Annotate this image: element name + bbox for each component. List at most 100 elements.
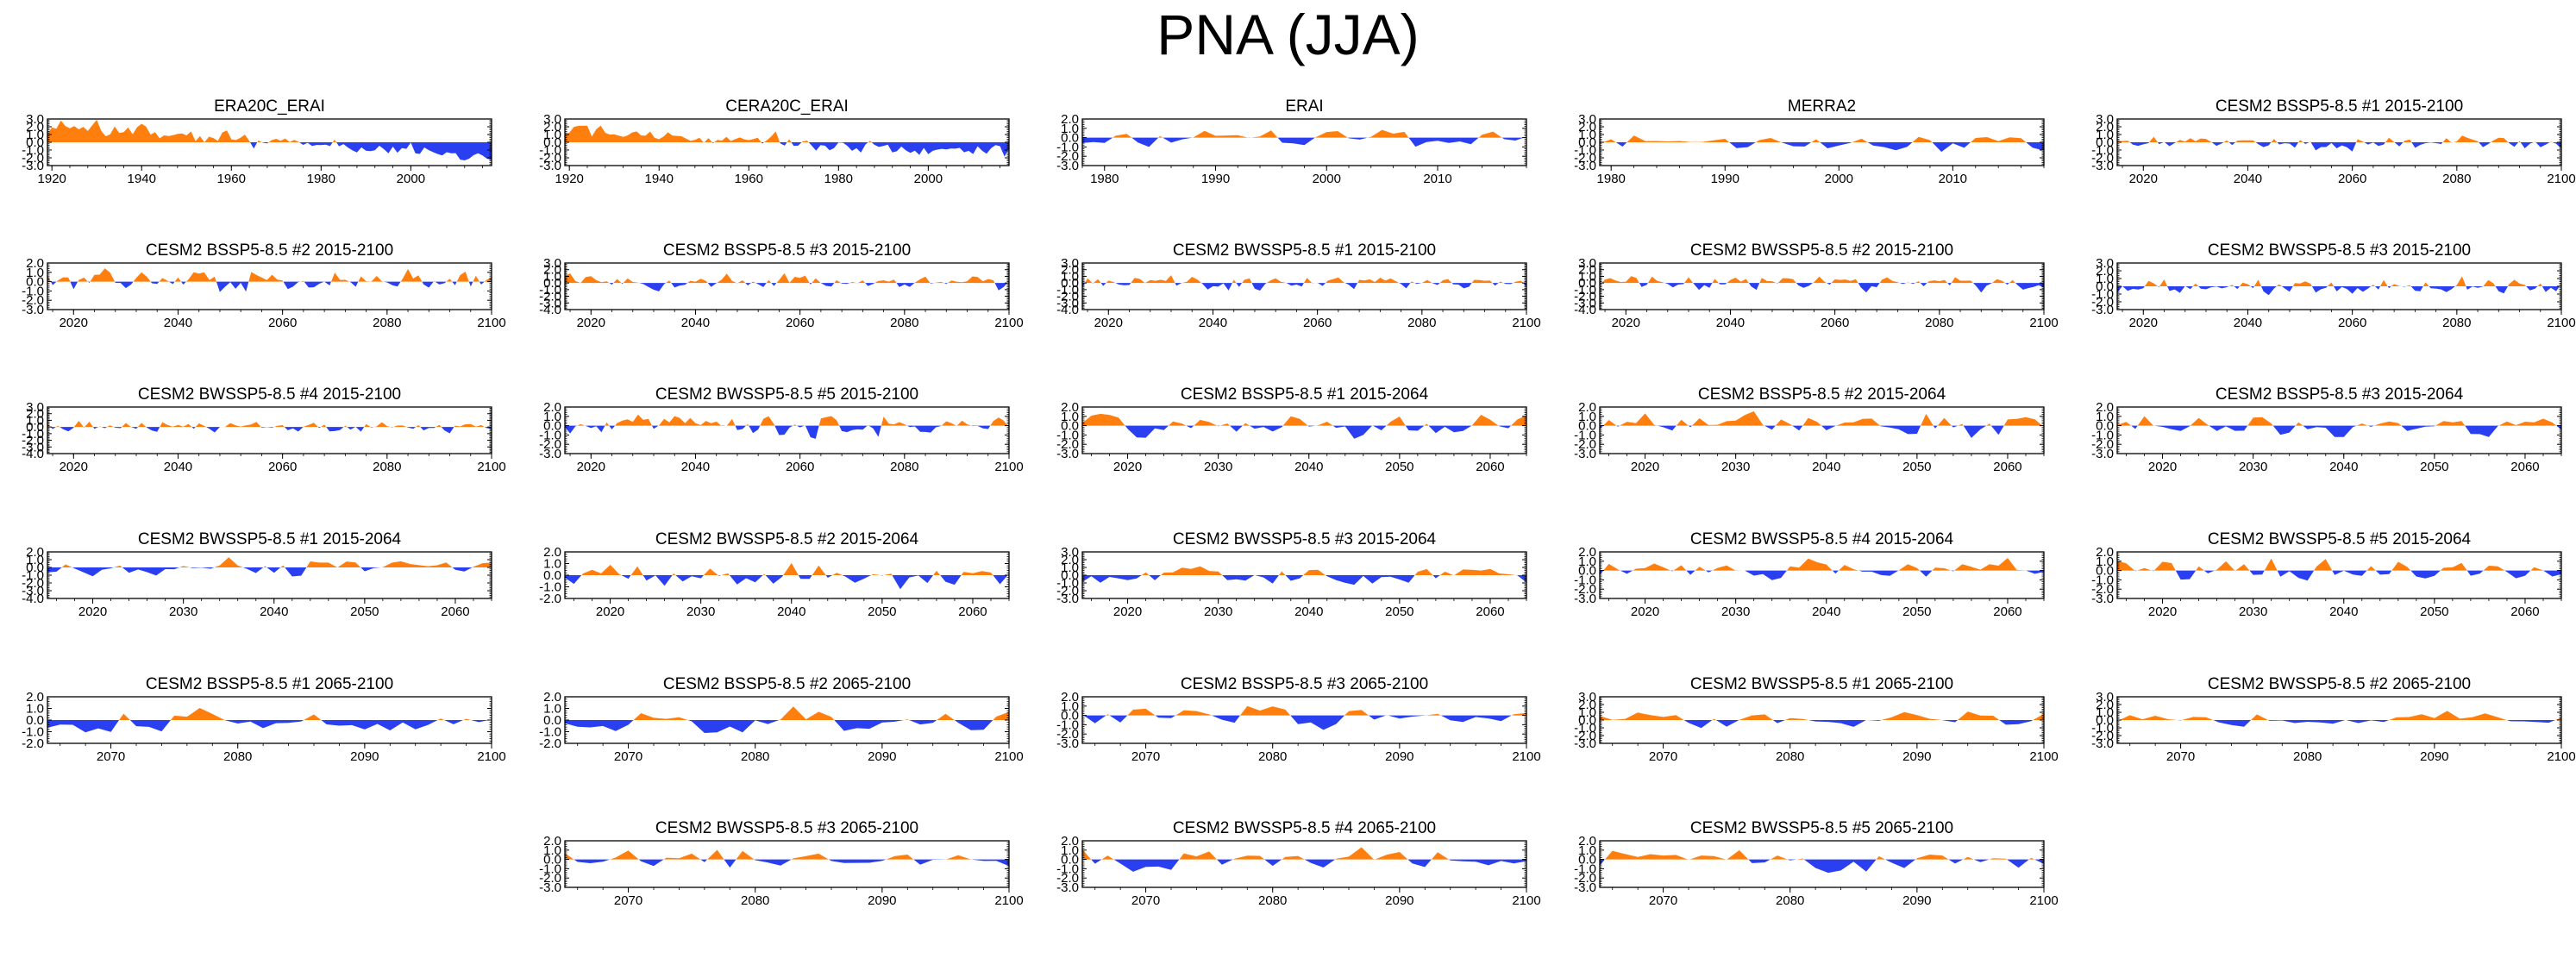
panel-title: CESM2 BSSP5-8.5 #2 2015-2100 (146, 241, 393, 260)
y-tick-label: 0.0 (543, 568, 561, 583)
x-tick-label: 2040 (681, 316, 710, 330)
y-tick-label: -3.0 (1056, 592, 1079, 606)
x-tick-label: 2030 (1204, 460, 1232, 474)
y-tick-label: -1.0 (1056, 140, 1079, 154)
x-tick-label: 2050 (1385, 460, 1413, 474)
x-tick-label: 2050 (1385, 605, 1413, 619)
panel-title: CESM2 BWSSP5-8.5 #1 2065-2100 (1690, 675, 1953, 693)
negative-area (2117, 425, 2561, 437)
x-tick-label: 2090 (868, 749, 896, 764)
y-tick-label: -3.0 (1574, 736, 1596, 751)
x-tick-label: 2040 (2329, 460, 2358, 474)
plot-frame (1081, 696, 1527, 744)
y-tick-label: 0.0 (543, 853, 561, 868)
plot-frame (1081, 840, 1527, 888)
x-tick-label: 2030 (1204, 605, 1232, 619)
x-tick-label: 1980 (1090, 172, 1119, 186)
y-tick-label: 1.0 (1578, 705, 1596, 720)
negative-area (565, 142, 1009, 157)
y-tick-label: -2.0 (2091, 582, 2114, 597)
positive-area (1082, 705, 1526, 716)
panel-title: CESM2 BWSSP5-8.5 #1 2015-2100 (1173, 241, 1436, 260)
y-tick-label: -1.0 (1574, 573, 1596, 587)
y-tick-label: 1.0 (1061, 843, 1079, 858)
panel-chart: CESM2 BSSP5-8.5 #1 2065-2100 -2.0-1.00.01… (22, 675, 506, 764)
y-tick-label: -1.0 (1574, 721, 1596, 736)
x-tick-label: 2080 (1258, 893, 1287, 908)
negative-area (1082, 715, 1526, 730)
negative-area (47, 567, 492, 577)
y-tick-label: 3.0 (2096, 690, 2114, 705)
y-tick-label: 0.0 (543, 713, 561, 728)
positive-area (1600, 711, 2044, 720)
y-tick-label: -3.0 (2091, 736, 2114, 751)
y-tick-label: -2.0 (539, 437, 561, 452)
y-tick-label: -3.0 (1056, 159, 1079, 173)
x-tick-label: 2040 (2234, 316, 2262, 330)
x-tick-label: 2080 (1776, 749, 1804, 764)
positive-area (47, 708, 492, 720)
x-tick-label: 2050 (1902, 460, 1931, 474)
x-tick-label: 2080 (741, 893, 769, 908)
y-tick-label: 2.0 (543, 120, 561, 135)
x-tick-label: 2060 (1303, 316, 1332, 330)
x-tick-label: 2060 (441, 605, 469, 619)
y-tick-label: -1.0 (539, 725, 561, 740)
y-tick-label: 0.0 (1061, 568, 1079, 583)
positive-area (47, 268, 492, 282)
x-tick-label: 2100 (2029, 316, 2058, 330)
positive-area (1082, 129, 1526, 138)
negative-area (565, 720, 1009, 733)
positive-area (565, 849, 1009, 860)
y-tick-label: 1.0 (2096, 410, 2114, 424)
x-tick-label: 2020 (1094, 316, 1123, 330)
positive-area (2117, 276, 2561, 286)
y-tick-label: -3.0 (1574, 159, 1596, 173)
x-tick-label: 2040 (260, 605, 288, 619)
positive-area (1082, 566, 1526, 575)
y-tick-label: -3.0 (1574, 447, 1596, 461)
negative-area (2117, 142, 2561, 152)
x-tick-label: 1920 (38, 172, 66, 186)
negative-area (2117, 570, 2561, 581)
x-tick-label: 2020 (1113, 605, 1142, 619)
x-tick-label: 1980 (307, 172, 335, 186)
x-tick-label: 2010 (1939, 172, 1967, 186)
x-tick-label: 2070 (1131, 893, 1160, 908)
y-tick-label: 2.0 (1061, 834, 1079, 849)
y-tick-label: -3.0 (22, 303, 44, 317)
panel-chart: CESM2 BWSSP5-8.5 #4 2015-2100 -4.0-3.0-2.… (22, 385, 506, 474)
y-tick-label: -1.0 (1056, 283, 1079, 298)
y-tick-label: 2.0 (26, 690, 44, 705)
x-tick-label: 2020 (1113, 460, 1142, 474)
panel-chart: CESM2 BWSSP5-8.5 #1 2065-2100 -3.0-2.0-1.… (1574, 675, 2059, 764)
y-tick-label: -1.0 (22, 725, 44, 740)
y-tick-label: 1.0 (543, 557, 561, 572)
negative-area (47, 142, 492, 160)
y-tick-label: 0.0 (2096, 713, 2114, 728)
y-tick-label: -2.0 (2091, 295, 2114, 310)
y-tick-label: -3.0 (22, 584, 44, 598)
x-tick-label: 2020 (2129, 172, 2158, 186)
plot-frame (1081, 262, 1527, 310)
x-tick-label: 2100 (2547, 316, 2575, 330)
y-tick-label: 1.0 (543, 702, 561, 717)
y-tick-label: 1.0 (26, 553, 44, 567)
y-tick-label: 0.0 (543, 419, 561, 434)
negative-area (565, 283, 1009, 291)
y-tick-label: -2.0 (539, 736, 561, 751)
panel-chart: CESM2 BWSSP5-8.5 #4 2065-2100 -3.0-2.0-1.… (1056, 819, 1541, 908)
panel-chart: CESM2 BWSSP5-8.5 #3 2015-2064 -3.0-2.0-1.… (1056, 530, 1527, 619)
panel-chart: CESM2 BWSSP5-8.5 #4 2015-2064 -3.0-2.0-1.… (1574, 530, 2045, 619)
y-tick-label: -3.0 (2091, 159, 2114, 173)
panel-title: CESM2 BWSSP5-8.5 #3 2015-2100 (2208, 241, 2471, 260)
y-tick-label: -3.0 (1056, 296, 1079, 310)
x-tick-label: 2060 (1821, 316, 1849, 330)
y-tick-label: -1.0 (539, 861, 561, 876)
negative-area (2117, 286, 2561, 296)
x-tick-label: 1980 (1597, 172, 1626, 186)
y-tick-label: 0.0 (543, 135, 561, 150)
y-tick-label: -1.0 (1574, 428, 1596, 442)
x-tick-label: 2040 (681, 460, 710, 474)
y-tick-label: 2.0 (26, 545, 44, 560)
